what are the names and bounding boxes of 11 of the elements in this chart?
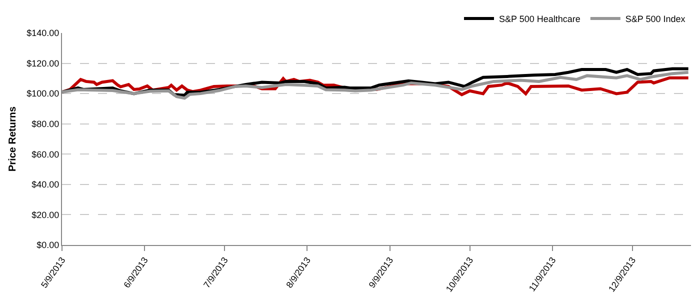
y-tick-label: $120.00	[26, 58, 60, 68]
y-tick-label: $140.00	[26, 28, 60, 38]
legend-label: S&P 500 Index	[625, 14, 686, 24]
legend-label: S&P 500 Healthcare	[499, 14, 580, 24]
y-tick-label: $60.00	[32, 149, 60, 160]
y-axis-title: Price Returns	[8, 106, 19, 172]
y-tick-label: $20.00	[32, 210, 60, 220]
y-tick-label: $40.00	[32, 180, 60, 190]
y-tick-label: $0.00	[36, 240, 60, 250]
y-tick-label: $80.00	[32, 119, 60, 130]
y-tick-label: $100.00	[26, 88, 60, 99]
